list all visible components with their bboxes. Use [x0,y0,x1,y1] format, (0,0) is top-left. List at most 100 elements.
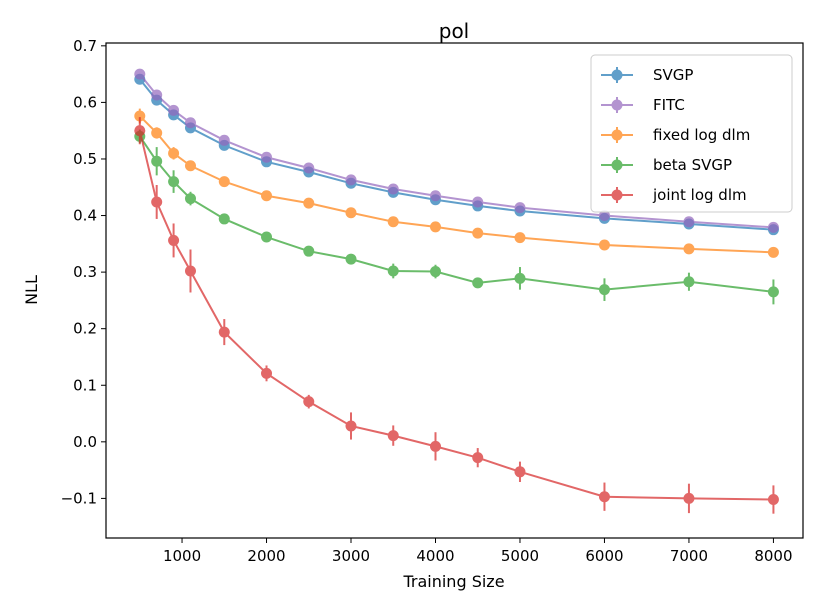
legend-entry-beta-svgp: beta SVGP [601,156,732,174]
data-point [184,117,196,129]
legend: SVGP FITC fixed log dlm beta SVGP joint log … [590,54,793,213]
data-point [303,162,315,174]
data-point [134,110,146,122]
data-point [168,176,180,188]
legend-marker [611,69,623,81]
data-point [767,494,779,506]
y-tick-label: 0.7 [73,37,97,55]
x-tick-label: 3000 [332,547,370,565]
data-point [345,207,357,219]
y-tick-label: 0.4 [73,207,97,225]
legend-handle [601,127,633,143]
y-axis-label: NLL [22,275,41,305]
data-point [387,430,399,442]
data-point [472,196,484,208]
y-tick-label: 0.6 [73,93,97,111]
data-point [472,452,484,464]
y-tick-label: 0.2 [73,320,97,338]
data-point [168,234,180,246]
y-tick-label: 0.3 [73,263,97,281]
x-axis-label: Training Size [402,572,504,591]
x-tick-label: 2000 [247,547,285,565]
data-point [184,193,196,205]
data-point [514,232,526,244]
data-point [429,221,441,233]
data-point [683,243,695,255]
legend-marker [611,99,623,111]
legend-handle [601,67,633,83]
legend-label: FITC [653,96,685,114]
data-point [598,491,610,503]
data-point [261,190,273,202]
data-point [683,216,695,228]
chart-title: pol [439,19,470,43]
data-point [261,151,273,163]
x-tick-label: 5000 [501,547,539,565]
data-point [598,284,610,296]
data-point [429,190,441,202]
y-tick-label: 0.5 [73,150,97,168]
data-point [151,89,163,101]
legend-entry-svgp: SVGP [601,66,693,84]
y-tick-label: 0.0 [73,433,97,451]
data-point [387,265,399,277]
data-point [767,246,779,258]
data-point [168,147,180,159]
data-point [303,245,315,257]
legend-marker [611,189,623,201]
data-point [514,272,526,284]
data-point [218,134,230,146]
data-point [218,176,230,188]
legend-entry-fitc: FITC [601,96,685,114]
data-point [303,197,315,209]
data-point [303,396,315,408]
legend-label: SVGP [653,66,693,84]
data-point [514,466,526,478]
data-point [472,277,484,289]
legend-label: beta SVGP [653,156,732,174]
data-point [218,213,230,225]
y-tick-label: −0.1 [61,489,97,507]
legend-entry-joint-log-dlm: joint log dlm [601,186,747,204]
data-point [168,104,180,116]
legend-marker [611,129,623,141]
data-point [184,265,196,277]
data-point [345,420,357,432]
data-point [683,492,695,504]
data-point [261,231,273,243]
x-tick-label: 7000 [670,547,708,565]
data-point [151,155,163,167]
series-joint-log-dlm [134,117,779,514]
data-point [218,326,230,338]
data-point [767,221,779,233]
series-fixed-log-dlm [134,108,779,258]
data-point [598,239,610,251]
data-point [598,210,610,222]
data-point [134,68,146,80]
x-tick-label: 4000 [416,547,454,565]
data-point [387,216,399,228]
data-point [345,253,357,265]
series-layer [134,68,779,514]
data-point [134,125,146,137]
data-point [767,286,779,298]
data-point [683,276,695,288]
legend-handle [601,97,633,113]
plot-frame [105,42,804,539]
data-point [429,266,441,278]
data-point [345,174,357,186]
y-tick-label: 0.1 [73,376,97,394]
data-point [151,127,163,139]
data-point [261,367,273,379]
tick-layer: 1000 2000 3000 4000 5000 6000 7000 8000 −0.1 0.0 0… [61,37,793,565]
x-tick-label: 6000 [585,547,623,565]
legend-handle [601,187,633,203]
x-tick-label: 1000 [163,547,201,565]
x-tick-label: 8000 [754,547,792,565]
data-point [184,160,196,172]
legend-label: fixed log dlm [653,126,750,144]
data-point [514,202,526,214]
legend-handle [601,157,633,173]
data-point [472,227,484,239]
